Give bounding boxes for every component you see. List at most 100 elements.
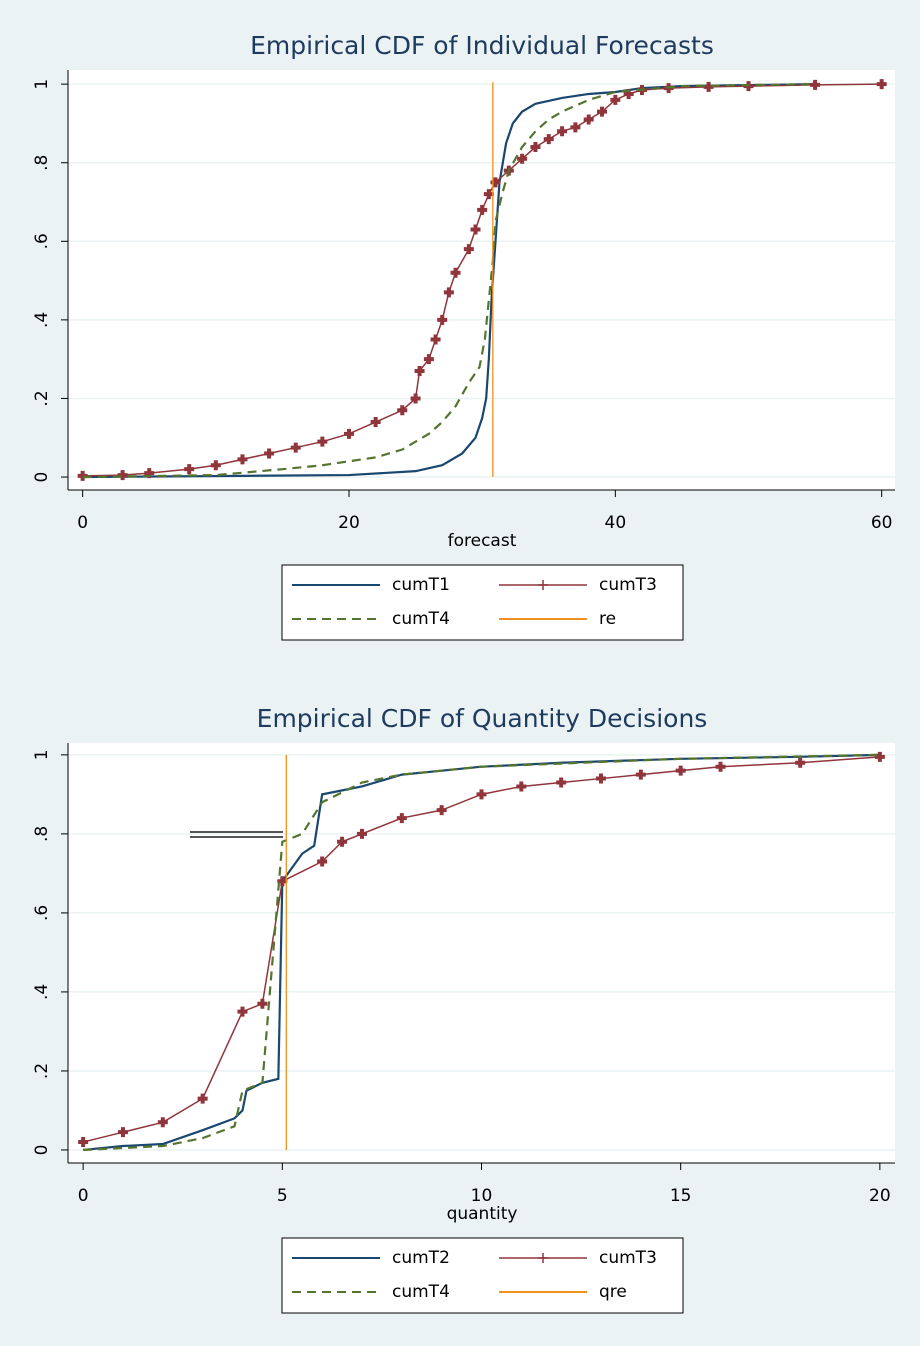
y-tick-label: .8 bbox=[32, 826, 52, 842]
marker bbox=[430, 334, 441, 345]
marker bbox=[470, 224, 481, 235]
legend-label: cumT3 bbox=[599, 575, 657, 595]
marker bbox=[237, 1006, 248, 1017]
series-line bbox=[82, 83, 882, 477]
marker bbox=[517, 153, 528, 164]
marker bbox=[596, 773, 607, 784]
legend-label: cumT4 bbox=[392, 1282, 450, 1302]
marker bbox=[583, 114, 594, 125]
marker bbox=[675, 765, 686, 776]
x-tick-label: 60 bbox=[871, 513, 893, 533]
series-line bbox=[82, 83, 816, 479]
marker bbox=[370, 417, 381, 428]
legend-label: qre bbox=[599, 1282, 627, 1302]
marker bbox=[117, 1127, 128, 1138]
marker bbox=[197, 1093, 208, 1104]
marker bbox=[356, 828, 367, 839]
marker bbox=[437, 314, 448, 325]
legend-label: cumT1 bbox=[392, 575, 450, 595]
y-tick-label: 1 bbox=[32, 79, 52, 90]
y-tick-label: .4 bbox=[32, 984, 52, 1000]
marker bbox=[414, 365, 425, 376]
marker bbox=[795, 757, 806, 768]
marker bbox=[77, 470, 88, 481]
x-tick-label: 0 bbox=[77, 513, 88, 533]
series-line bbox=[83, 753, 880, 1152]
x-tick-label: 40 bbox=[605, 513, 627, 533]
x-tick-label: 20 bbox=[869, 1186, 891, 1206]
marker bbox=[516, 781, 527, 792]
marker bbox=[277, 876, 288, 887]
marker bbox=[570, 122, 581, 133]
marker bbox=[443, 287, 454, 298]
marker bbox=[874, 751, 885, 762]
legend-label: cumT4 bbox=[392, 609, 450, 629]
marker bbox=[463, 244, 474, 255]
marker bbox=[184, 464, 195, 475]
plot-area bbox=[68, 743, 895, 1163]
legend-box bbox=[281, 564, 684, 641]
series-line bbox=[82, 83, 816, 479]
marker bbox=[317, 436, 328, 447]
x-axis-title: forecast bbox=[448, 531, 517, 551]
y-tick-label: .2 bbox=[32, 390, 52, 406]
marker bbox=[715, 761, 726, 772]
chart-title: Empirical CDF of Individual Forecasts bbox=[250, 31, 714, 60]
marker bbox=[237, 454, 248, 465]
x-tick-label: 0 bbox=[78, 1186, 89, 1206]
x-tick-label: 20 bbox=[338, 513, 360, 533]
marker bbox=[556, 777, 567, 788]
marker bbox=[810, 79, 821, 90]
marker bbox=[396, 813, 407, 824]
marker bbox=[157, 1117, 168, 1128]
y-tick-label: .8 bbox=[32, 155, 52, 171]
marker bbox=[290, 442, 301, 453]
marker bbox=[436, 805, 447, 816]
marker bbox=[117, 470, 128, 481]
marker bbox=[78, 1137, 89, 1148]
marker bbox=[477, 204, 488, 215]
series-line bbox=[83, 753, 880, 1152]
marker bbox=[543, 134, 554, 145]
y-tick-label: .4 bbox=[32, 312, 52, 328]
marker bbox=[597, 106, 608, 117]
legend-marker bbox=[538, 1253, 548, 1263]
marker bbox=[635, 769, 646, 780]
marker bbox=[703, 81, 714, 92]
marker bbox=[450, 267, 461, 278]
y-tick-label: 0 bbox=[32, 472, 52, 483]
marker bbox=[397, 405, 408, 416]
marker bbox=[410, 393, 421, 404]
legend-marker bbox=[538, 580, 548, 590]
marker bbox=[483, 189, 494, 200]
marker bbox=[530, 142, 541, 153]
legend-label: cumT3 bbox=[599, 1248, 657, 1268]
y-tick-label: .6 bbox=[32, 905, 52, 921]
marker bbox=[257, 998, 268, 1009]
y-tick-label: 0 bbox=[32, 1145, 52, 1156]
marker bbox=[210, 460, 221, 471]
chart-title: Empirical CDF of Quantity Decisions bbox=[257, 704, 708, 733]
x-tick-label: 10 bbox=[471, 1186, 493, 1206]
marker bbox=[423, 354, 434, 365]
plot-area bbox=[68, 70, 895, 490]
x-tick-label: 5 bbox=[277, 1186, 288, 1206]
marker bbox=[490, 177, 501, 188]
x-axis-title: quantity bbox=[447, 1204, 518, 1224]
legend-label: re bbox=[599, 609, 616, 629]
marker bbox=[476, 789, 487, 800]
marker bbox=[610, 94, 621, 105]
marker bbox=[317, 856, 328, 867]
marker bbox=[876, 79, 887, 90]
marker bbox=[264, 448, 275, 459]
y-tick-label: .6 bbox=[32, 233, 52, 249]
legend-label: cumT2 bbox=[392, 1248, 450, 1268]
y-tick-label: .2 bbox=[32, 1063, 52, 1079]
x-tick-label: 15 bbox=[670, 1186, 692, 1206]
marker bbox=[337, 836, 348, 847]
marker bbox=[343, 428, 354, 439]
y-tick-label: 1 bbox=[32, 749, 52, 760]
marker bbox=[557, 126, 568, 137]
